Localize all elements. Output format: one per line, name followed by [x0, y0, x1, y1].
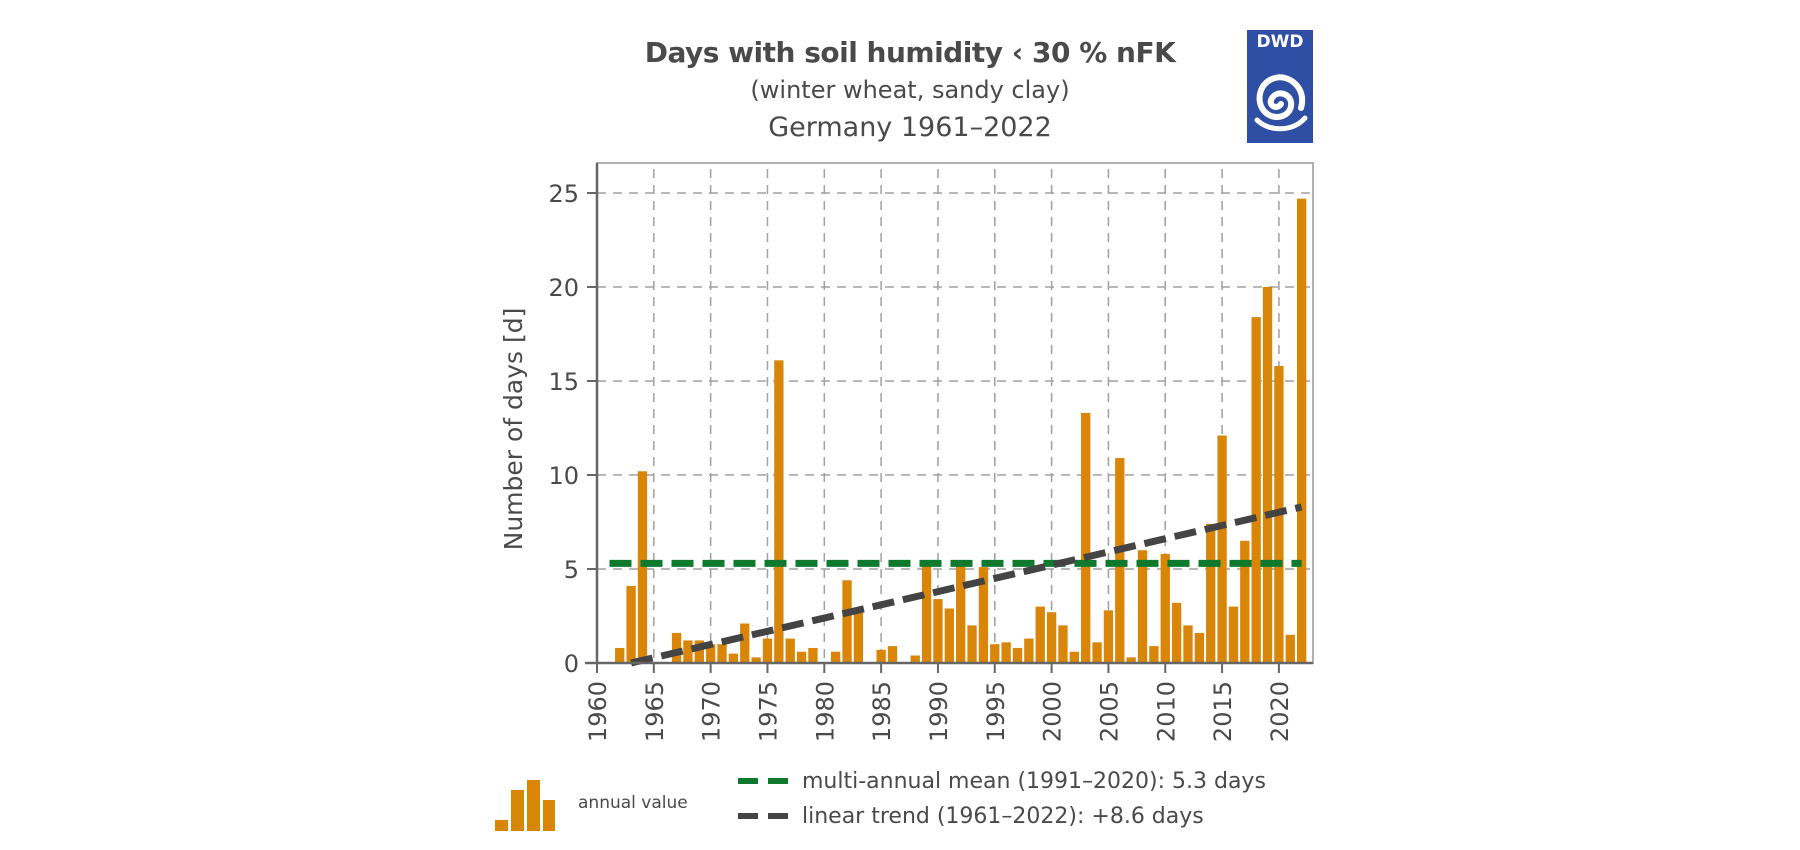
bar-2005 [1103, 610, 1114, 663]
chart-region-period: Germany 1961–2022 [768, 112, 1052, 143]
x-tick-label: 2000 [1039, 681, 1067, 742]
bar-1967 [671, 632, 682, 663]
bar-1963 [626, 585, 636, 663]
bar-1982 [842, 580, 852, 663]
bar-1995 [990, 644, 1000, 663]
bar-2001 [1058, 625, 1068, 663]
x-tick-label: 2015 [1209, 681, 1237, 742]
bar-2016 [1228, 606, 1239, 663]
bar-1977 [785, 638, 795, 663]
legend-trend-swatch [738, 813, 788, 819]
bar-1991 [944, 608, 954, 663]
y-tick-label: 10 [548, 462, 579, 490]
bar-2008 [1137, 550, 1148, 663]
bar-1971 [717, 644, 727, 663]
plot-frame [596, 162, 1314, 664]
legend-mean: multi-annual mean (1991–2020): 5.3 days [738, 766, 1266, 796]
bar-1969 [694, 640, 704, 663]
bar-1992 [956, 563, 966, 663]
bar-1972 [728, 653, 739, 663]
dwd-logo: DWD [1247, 30, 1313, 143]
bar-1974 [751, 657, 761, 663]
y-tick-label: 0 [564, 650, 579, 678]
legend-bar [543, 800, 555, 831]
bar-2010 [1160, 553, 1170, 663]
y-tick-label: 5 [564, 556, 579, 584]
legend-mean-label: multi-annual mean (1991–2020): 5.3 days [802, 768, 1266, 794]
x-tick-label: 2020 [1266, 681, 1294, 742]
bar-1985 [876, 649, 886, 663]
bar-1970 [705, 644, 716, 663]
bar-1962 [615, 647, 625, 663]
x-tick-label: 1980 [811, 681, 839, 742]
bar-1981 [831, 651, 841, 663]
x-tick-label: 1960 [584, 681, 612, 742]
bar-1964 [637, 471, 648, 663]
x-tick-label: 1970 [698, 681, 726, 742]
x-tick-label: 2005 [1095, 681, 1123, 742]
legend-trend: linear trend (1961–2022): +8.6 days [738, 801, 1204, 831]
bar-1998 [1024, 638, 1034, 663]
bar-2021 [1285, 634, 1295, 663]
bar-2000 [1046, 612, 1057, 663]
trend-line [630, 503, 1303, 667]
y-tick-label: 25 [548, 180, 579, 208]
x-tick-label: 1990 [925, 681, 953, 742]
x-tick-label: 1985 [868, 681, 896, 742]
bar-1989 [921, 563, 932, 663]
bar-2022 [1296, 198, 1307, 663]
bar-2018 [1251, 317, 1261, 663]
bar-2012 [1183, 625, 1193, 663]
bar-1988 [910, 655, 920, 663]
bar-1986 [887, 646, 898, 663]
bar-1979 [808, 647, 818, 663]
chart-title: Days with soil humidity ‹ 30 % nFK [644, 36, 1176, 69]
spiral-icon [1254, 74, 1308, 132]
legend-bar [495, 820, 508, 831]
bar-1990 [933, 599, 943, 663]
bar-1973 [740, 623, 750, 663]
x-tick-label: 2010 [1152, 681, 1180, 742]
bar-2004 [1092, 642, 1102, 663]
bar-1968 [683, 640, 693, 663]
bar-2014 [1206, 523, 1216, 663]
bar-1996 [1001, 642, 1011, 663]
bar-1999 [1035, 606, 1045, 663]
legend-annual-icon [495, 780, 555, 831]
bar-2013 [1194, 632, 1205, 663]
legend-bar [511, 790, 524, 831]
logo-text: DWD [1256, 32, 1304, 52]
chart-subtitle: (winter wheat, sandy clay) [750, 76, 1070, 104]
bar-2002 [1069, 651, 1079, 663]
bar-2011 [1171, 602, 1182, 663]
x-tick-label: 1995 [982, 681, 1010, 742]
bar-1975 [762, 638, 773, 663]
bar-2007 [1126, 657, 1136, 663]
legend-trend-label: linear trend (1961–2022): +8.6 days [802, 803, 1204, 829]
x-tick-label: 1965 [641, 681, 669, 742]
legend-bar [527, 780, 540, 831]
bar-2017 [1240, 540, 1250, 663]
bar-1983 [853, 612, 864, 663]
x-tick-label: 1975 [754, 681, 782, 742]
bar-1976 [774, 360, 784, 663]
y-tick-label: 20 [548, 274, 579, 302]
y-tick-label: 15 [548, 368, 579, 396]
bar-2019 [1262, 287, 1273, 663]
legend-annual-label: annual value [578, 793, 688, 813]
bar-1978 [796, 651, 807, 663]
bar-1997 [1012, 647, 1023, 663]
bar-1994 [978, 567, 989, 663]
legend-mean-swatch [738, 778, 788, 784]
bar-2009 [1149, 646, 1159, 663]
y-axis-label: Number of days [d] [499, 308, 528, 551]
bar-2003 [1081, 412, 1091, 663]
bar-1993 [967, 625, 977, 663]
bar-2015 [1217, 435, 1227, 663]
